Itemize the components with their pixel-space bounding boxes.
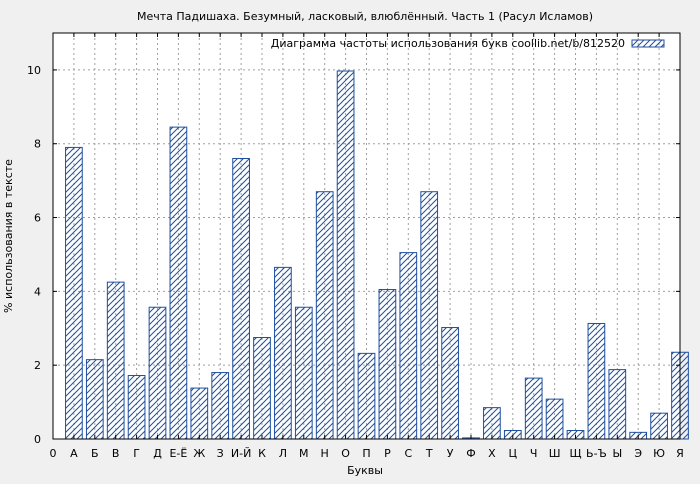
x-tick-label: З bbox=[217, 447, 224, 460]
x-tick-label: И-Й bbox=[231, 447, 251, 460]
bar-О bbox=[336, 70, 355, 440]
y-tick-label: 0 bbox=[34, 433, 41, 446]
y-tick-label: 6 bbox=[34, 212, 41, 225]
y-axis: 0 2 4 6 8 10 bbox=[27, 64, 680, 446]
bar-У bbox=[441, 327, 459, 440]
y-tick-label: 4 bbox=[34, 285, 41, 298]
x-tick-label: П bbox=[362, 447, 370, 460]
legend-label: Диаграмма частоты использования букв coo… bbox=[271, 37, 625, 50]
x-tick-label: К bbox=[258, 447, 266, 460]
bar-Ь-Ъ bbox=[587, 322, 606, 440]
y-axis-label: % использования в тексте bbox=[2, 159, 15, 313]
y-tick-label: 10 bbox=[27, 64, 41, 77]
bar-Ж bbox=[190, 387, 209, 440]
legend-swatch bbox=[631, 39, 665, 48]
x-tick-label: Я bbox=[676, 447, 684, 460]
bar-Р bbox=[378, 289, 397, 440]
bar-Х bbox=[483, 407, 501, 440]
x-tick-label: Ю bbox=[653, 447, 665, 460]
x-tick-label: Ф bbox=[466, 447, 475, 460]
x-tick-label: Г bbox=[133, 447, 140, 460]
x-tick-label: У bbox=[447, 447, 454, 460]
x-tick-label: А bbox=[70, 447, 78, 460]
bar-К bbox=[253, 337, 271, 440]
chart-title: Мечта Падишаха. Безумный, ласковый, влюб… bbox=[137, 10, 593, 23]
bar-И-Й bbox=[232, 157, 250, 440]
bar-Т bbox=[420, 191, 439, 440]
x-tick-label: Т bbox=[425, 447, 433, 460]
bar-Г bbox=[127, 375, 146, 440]
x-tick-label: Ц bbox=[509, 447, 518, 460]
x-axis-label: Буквы bbox=[347, 464, 383, 477]
bar-Н bbox=[315, 191, 334, 440]
bar-Ы bbox=[608, 369, 627, 440]
x-tick-label: Д bbox=[153, 447, 162, 460]
bar-З bbox=[211, 372, 230, 440]
bar-Ч bbox=[524, 377, 543, 440]
bars bbox=[65, 70, 689, 440]
x-tick-label: Р bbox=[384, 447, 391, 460]
x-tick-label: Е-Ё bbox=[169, 447, 187, 460]
x-tick-label: Н bbox=[321, 447, 329, 460]
x-tick-label: Ы bbox=[612, 447, 622, 460]
x-tick-label: Ж bbox=[193, 447, 205, 460]
x-tick-label: Б bbox=[91, 447, 99, 460]
bar-Л bbox=[274, 266, 292, 440]
x-tick-label: С bbox=[404, 447, 412, 460]
bar-А bbox=[65, 146, 83, 440]
bar-В bbox=[106, 281, 125, 440]
x-tick-label: Х bbox=[488, 447, 496, 460]
bar-Д bbox=[148, 306, 167, 440]
bar-Б bbox=[85, 359, 104, 440]
x-tick-label: Ч bbox=[530, 447, 538, 460]
bar-Е-Ё bbox=[169, 126, 188, 440]
x-tick-label: Л bbox=[279, 447, 287, 460]
bar-М bbox=[294, 306, 313, 440]
bar-Ш bbox=[545, 398, 564, 440]
x-tick-label: Ш bbox=[549, 447, 561, 460]
x-axis: 0 А Б В Г Д Е-Ё Ж З И-Й К Л М Н О П Р С Т У Ф Х Ц Ч Ш Щ Ь-Ъ Ы Э Ю Я bbox=[50, 33, 684, 460]
legend: Диаграмма частоты использования букв coo… bbox=[271, 37, 665, 50]
bar-С bbox=[399, 252, 418, 440]
bar-П bbox=[357, 352, 376, 440]
y-tick-label: 8 bbox=[34, 138, 41, 151]
x-tick-label: Ь-Ъ bbox=[586, 447, 607, 460]
x-tick-label: Э bbox=[634, 447, 642, 460]
y-tick-label: 2 bbox=[34, 359, 41, 372]
x-tick-label: М bbox=[299, 447, 309, 460]
x-tick-label: В bbox=[112, 447, 120, 460]
x-tick-label: 0 bbox=[50, 447, 57, 460]
x-tick-label: Щ bbox=[569, 447, 581, 460]
x-tick-label: О bbox=[341, 447, 350, 460]
